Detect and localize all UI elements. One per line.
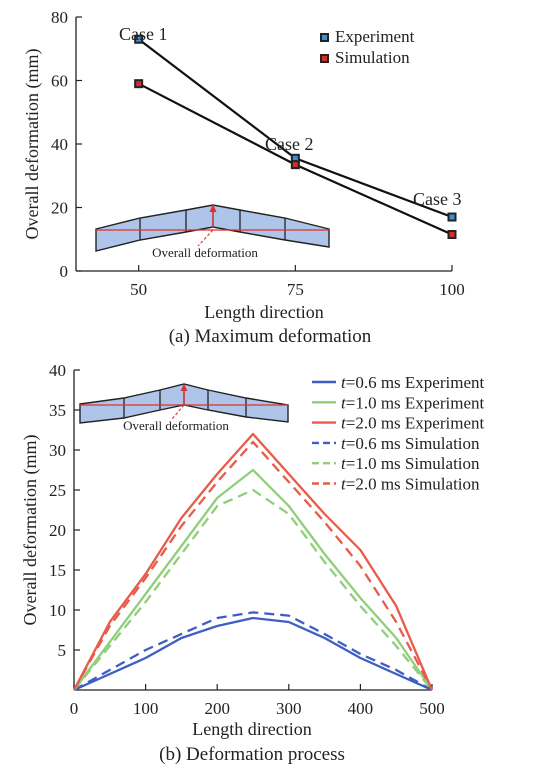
a-case-annotation: Case 1 xyxy=(119,24,168,44)
a-legend-label: Experiment xyxy=(335,27,415,46)
a-inset-arrowhead xyxy=(209,204,217,212)
b-y-tick-label: 20 xyxy=(49,521,66,540)
a-inset: Overall deformation xyxy=(95,204,330,260)
b-legend-text: =2.0 ms Experiment xyxy=(346,414,485,433)
b-series-line xyxy=(72,440,434,691)
a-data-point-fill xyxy=(292,162,298,168)
b-y-tick-label: 30 xyxy=(49,441,66,460)
b-series-line xyxy=(73,488,433,691)
b-legend-label: t=2.0 ms Simulation xyxy=(341,475,480,494)
b-legend-label: t=1.0 ms Simulation xyxy=(341,454,480,473)
b-y-axis-label: Overall deformation (mm) xyxy=(20,435,41,626)
a-case-annotation: Case 3 xyxy=(413,189,462,209)
b-x-tick-label: 0 xyxy=(70,699,79,718)
a-x-tick-label: 100 xyxy=(439,280,465,299)
a-legend-label: Simulation xyxy=(335,48,410,67)
b-series-line xyxy=(73,611,433,692)
a-legend-marker-fill xyxy=(322,56,327,61)
b-series-line xyxy=(73,468,433,691)
a-data-point-fill xyxy=(136,81,142,87)
b-x-tick-label: 200 xyxy=(204,699,230,718)
a-y-tick-label: 60 xyxy=(51,72,68,91)
a-y-tick-label: 0 xyxy=(60,262,69,281)
b-legend-variable: t xyxy=(341,414,347,433)
a-inset-beam xyxy=(95,204,330,252)
b-legend-label: t=2.0 ms Experiment xyxy=(341,414,484,433)
a-y-tick-label: 80 xyxy=(51,8,68,27)
a-inset-leader xyxy=(197,229,214,247)
a-y-tick-label: 40 xyxy=(51,135,68,154)
b-legend-variable: t xyxy=(341,454,347,473)
b-y-tick-label: 5 xyxy=(58,641,67,660)
b-y-tick-label: 40 xyxy=(49,361,66,380)
b-caption: (b) Deformation process xyxy=(159,744,345,765)
a-x-axis-label: Length direction xyxy=(204,302,323,322)
b-series-line xyxy=(72,432,434,691)
b-legend-variable: t xyxy=(341,393,347,412)
a-data-point-fill xyxy=(136,36,142,42)
b-legend-variable: t xyxy=(341,475,347,494)
a-inset-label: Overall deformation xyxy=(152,245,258,260)
a-data-point-fill xyxy=(292,155,298,161)
b-legend-text: =1.0 ms Experiment xyxy=(346,393,485,412)
a-data-point-fill xyxy=(449,214,455,220)
b-x-tick-label: 300 xyxy=(276,699,302,718)
a-x-tick-label: 75 xyxy=(287,280,304,299)
b-x-tick-label: 100 xyxy=(133,699,159,718)
b-legend-text: =0.6 ms Simulation xyxy=(346,434,480,453)
b-inset: Overall deformation xyxy=(79,383,289,433)
b-inset-label: Overall deformation xyxy=(123,418,229,433)
a-case-annotation: Case 2 xyxy=(265,134,314,154)
b-y-tick-label: 10 xyxy=(49,601,66,620)
b-x-axis-label: Length direction xyxy=(192,719,311,739)
b-legend-label: t=0.6 ms Simulation xyxy=(341,434,480,453)
b-y-tick-label: 15 xyxy=(49,561,66,580)
a-y-axis-label: Overall deformation (mm) xyxy=(22,49,43,240)
b-series-line xyxy=(73,616,433,692)
b-x-tick-label: 400 xyxy=(348,699,374,718)
b-legend-variable: t xyxy=(341,434,347,453)
b-legend-text: =2.0 ms Simulation xyxy=(346,475,480,494)
b-legend-text: =1.0 ms Simulation xyxy=(346,454,480,473)
b-inset-arrowhead xyxy=(180,384,188,391)
b-legend-variable: t xyxy=(341,373,347,392)
b-y-tick-label: 25 xyxy=(49,481,66,500)
b-y-tick-label: 35 xyxy=(49,401,66,420)
b-x-tick-label: 500 xyxy=(419,699,445,718)
b-legend-label: t=0.6 ms Experiment xyxy=(341,373,484,392)
a-data-point-fill xyxy=(449,231,455,237)
b-legend-text: =0.6 ms Experiment xyxy=(346,373,485,392)
a-x-tick-label: 50 xyxy=(130,280,147,299)
b-legend-label: t=1.0 ms Experiment xyxy=(341,393,484,412)
a-y-tick-label: 20 xyxy=(51,199,68,218)
a-caption: (a) Maximum deformation xyxy=(169,326,372,347)
b-inset-leader xyxy=(171,404,185,420)
a-legend-marker-fill xyxy=(322,35,327,40)
